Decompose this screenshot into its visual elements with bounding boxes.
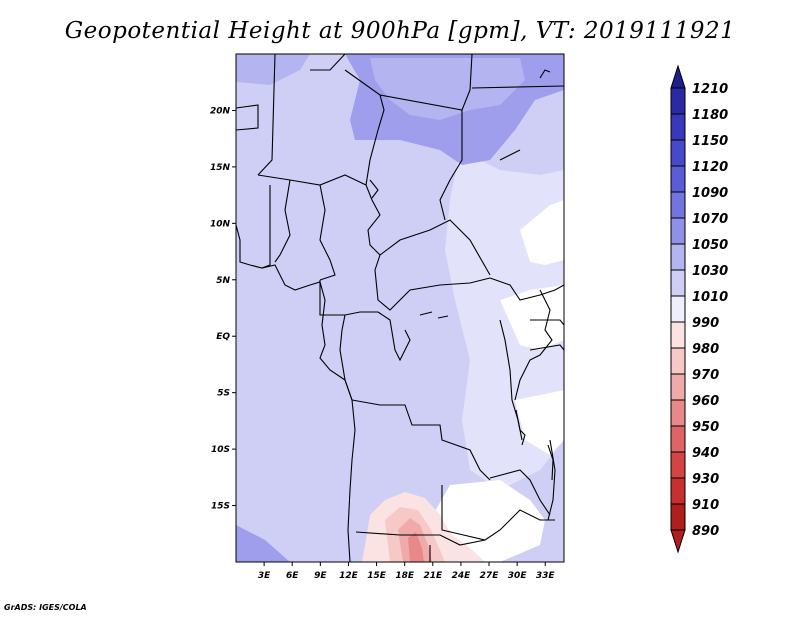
border-south-sudan — [489, 277, 564, 301]
colorbar-segment — [670, 295, 686, 323]
colorbar-label: 890 — [692, 524, 719, 539]
border-drc-zambia — [489, 469, 551, 516]
field-high-core — [370, 58, 525, 120]
colorbar-label: 930 — [692, 472, 719, 487]
border-libya-sudan — [471, 85, 564, 89]
lat-tick-label: 15N — [210, 163, 231, 173]
colorbar-label: 980 — [692, 342, 719, 357]
lon-tick-label: 15E — [367, 571, 387, 581]
map-title: Geopotential Height at 900hPa [gpm], VT:… — [64, 18, 736, 44]
border-mauritania-mali — [236, 104, 259, 131]
grads-credit: GrADS: IGES/COLA — [4, 603, 87, 612]
colorbar-label: 1030 — [692, 264, 728, 279]
border-niger-chad — [365, 94, 385, 186]
border-uganda-kenya — [530, 319, 564, 326]
colorbar-segment — [670, 243, 686, 271]
lat-tick-label: 15S — [211, 502, 230, 512]
colorbar-segment — [670, 139, 686, 167]
lat-tick-label: 5N — [216, 276, 230, 286]
colorbar-segment — [670, 399, 686, 427]
colorbar-label: 910 — [692, 498, 719, 513]
lat-tick-label: 5S — [217, 389, 230, 399]
border-tanzania-north — [529, 344, 564, 351]
plot-frame — [235, 53, 565, 563]
colorbar-segment — [670, 477, 686, 505]
colorbar-segment — [670, 269, 686, 297]
colorbar-segment — [670, 373, 686, 401]
lon-tick-label: 18E — [395, 571, 415, 581]
border-angola-drc — [351, 399, 491, 481]
border-nigeria-east — [319, 184, 336, 281]
border-car-south — [374, 254, 491, 311]
border-congo-drc — [377, 311, 411, 362]
congo-river-marks — [419, 311, 449, 319]
colorbar-segment — [670, 113, 686, 141]
colorbar-segment — [670, 165, 686, 193]
border-car-north — [379, 219, 491, 276]
coastlines — [236, 69, 554, 562]
lat-tick-label: 20N — [210, 106, 231, 116]
border-zambia-south — [441, 485, 555, 541]
colorbar-label: 940 — [692, 446, 719, 461]
lon-tick-label: 9E — [314, 571, 327, 581]
colorbar-label: 1210 — [692, 82, 728, 97]
border-togo-benin — [274, 179, 291, 263]
lat-tick-label: 10S — [211, 445, 230, 455]
colorbar-bottom-arrow — [670, 529, 686, 554]
colorbar-segment — [670, 217, 686, 245]
lon-tick-label: 27E — [480, 571, 500, 581]
lake-chad — [369, 179, 379, 199]
border-mali-west — [257, 54, 276, 176]
colorbar-label: 1090 — [692, 186, 728, 201]
desert-line — [499, 149, 521, 161]
lon-tick-label: 30E — [508, 571, 528, 581]
lake-victoria-region — [514, 289, 553, 401]
colorbar-segment — [670, 87, 686, 115]
lon-tick-label: 24E — [452, 571, 472, 581]
lat-tick-label: EQ — [216, 332, 230, 342]
nile-delta-mark — [539, 69, 551, 79]
field-white-east — [500, 200, 564, 455]
colorbar-label: 1010 — [692, 290, 728, 305]
field-high-northwest — [236, 54, 310, 85]
lon-tick-label: 12E — [339, 571, 359, 581]
colorbar: 1210 1180 1150 1120 1090 1070 1050 1030 1010 990 9… — [670, 64, 728, 554]
lake-tanganyika — [515, 409, 526, 446]
colorbar-segment — [670, 451, 686, 479]
height-field-shading — [236, 54, 564, 562]
border-malawi — [547, 439, 556, 521]
colorbar-label: 960 — [692, 394, 719, 409]
colorbar-label: 1070 — [692, 212, 728, 227]
colorbar-label: 990 — [692, 316, 719, 331]
colorbar-label: 950 — [692, 420, 719, 435]
lat-tick-label: 10N — [210, 219, 231, 229]
field-high-southwest — [236, 525, 290, 562]
colorbar-segment — [670, 425, 686, 453]
colorbar-segment — [670, 321, 686, 349]
colorbar-segment — [670, 503, 686, 531]
axis-ticks: 20N 15N 10N 5N EQ 5S 10S 15S 3E 6E 9E 12E 15E 18E 21E 2… — [210, 106, 556, 581]
border-namibia-angola — [355, 531, 486, 546]
colorbar-label: 1050 — [692, 238, 728, 253]
lon-tick-label: 3E — [258, 571, 271, 581]
atlantic-coastline — [236, 224, 356, 562]
field-low-core — [408, 532, 424, 562]
lon-tick-label: 33E — [536, 571, 556, 581]
colorbar-label: 1120 — [692, 160, 728, 175]
lon-tick-label: 21E — [423, 571, 443, 581]
colorbar-top-arrow — [670, 64, 686, 89]
border-algeria-mali — [310, 54, 346, 71]
colorbar-segment — [670, 191, 686, 219]
border-chad-sudan — [439, 110, 463, 221]
colorbar-label: 1150 — [692, 134, 728, 149]
colorbar-label: 970 — [692, 368, 719, 383]
lake-malawi — [547, 444, 554, 481]
colorbar-label: 1180 — [692, 108, 728, 123]
colorbar-segment — [670, 347, 686, 375]
border-nigeria-cameroon — [365, 184, 381, 256]
lon-tick-label: 6E — [286, 571, 299, 581]
